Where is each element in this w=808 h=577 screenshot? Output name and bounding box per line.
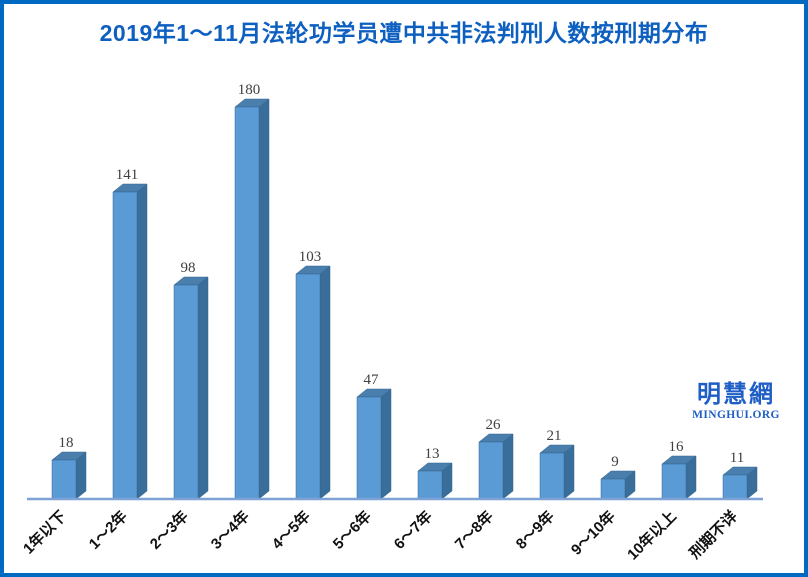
minghui-watermark: 明慧網 MINGHUI.ORG (672, 381, 800, 422)
bar-front-face (112, 191, 138, 500)
bar-side-face (258, 98, 270, 500)
x-axis-label: 5～6年 (329, 507, 375, 553)
x-axis-label: 7～8年 (451, 507, 497, 553)
bar-side-face (319, 265, 331, 500)
bar-group: 98 2～3年 (146, 260, 209, 553)
x-axis-label: 刑期不详 (686, 507, 741, 562)
bar-side-face (380, 388, 392, 500)
bar-side-face (197, 276, 209, 500)
x-axis-label: 6～7年 (390, 507, 436, 553)
bar-group: 26 7～8年 (451, 417, 514, 553)
bar-group: 21 8～9年 (512, 428, 575, 553)
bar-front-face (478, 441, 504, 500)
bar-value-label: 9 (611, 454, 619, 470)
bar-value-label: 98 (181, 260, 196, 276)
x-axis-label: 1年以下 (19, 507, 69, 557)
bar-value-label: 16 (669, 439, 685, 455)
bar-side-face (502, 433, 514, 500)
bar-group: 103 4～5年 (268, 249, 331, 553)
bar-value-label: 18 (59, 435, 74, 451)
bar-value-label: 13 (425, 446, 440, 462)
chart-title: 2019年1～11月法轮功学员遭中共非法判刑人数按刑期分布 (99, 20, 709, 46)
bar-value-label: 180 (238, 82, 261, 98)
bar-value-label: 11 (730, 450, 744, 466)
bar-front-face (51, 459, 77, 500)
x-axis-label: 9～10年 (567, 507, 619, 559)
x-axis-label: 3～4年 (207, 507, 253, 553)
bar-value-label: 26 (486, 417, 502, 433)
x-axis-label: 2～3年 (146, 507, 192, 553)
bar-value-label: 47 (364, 372, 380, 388)
bar-front-face (356, 396, 382, 500)
bar-group: 180 3～4年 (207, 82, 270, 553)
bar-front-face (234, 106, 260, 500)
bar-group: 18 1年以下 (19, 435, 87, 558)
bar-front-face (722, 474, 748, 500)
bar-front-face (295, 273, 321, 500)
bar-side-face (136, 183, 148, 500)
bar-group: 11 刑期不详 (686, 450, 758, 562)
x-axis-label: 10年以上 (623, 507, 679, 563)
bar-side-face (563, 444, 575, 500)
bar-chart-svg: 181年以下1411～2年982～3年1803～4年1034～5年475～6年1… (19, 82, 763, 563)
bar-front-face (173, 284, 199, 500)
bar-group: 141 1～2年 (85, 167, 148, 553)
bar-group: 47 5～6年 (329, 372, 392, 553)
bar-value-label: 103 (299, 249, 322, 265)
bar-group: 9 9～10年 (567, 454, 636, 559)
bar-front-face (417, 470, 443, 500)
bar-front-face (661, 463, 687, 500)
bar-chart: 18 1年以下 141 1～2年 98 2～3年 180 3～4年 103 4～5年 47 5～6年 1… (4, 4, 804, 573)
x-axis-label: 8～9年 (512, 507, 558, 553)
x-axis-label: 1～2年 (85, 507, 131, 553)
x-axis-label: 4～5年 (268, 507, 314, 553)
bar-front-face (600, 478, 626, 500)
minghui-url-text: MINGHUI.ORG (692, 409, 780, 422)
minghui-logo-text: 明慧網 (697, 381, 775, 408)
bar-front-face (539, 452, 565, 500)
bar-value-label: 21 (547, 428, 562, 444)
bar-value-label: 141 (116, 167, 139, 183)
bar-group: 16 10年以上 (623, 439, 697, 563)
